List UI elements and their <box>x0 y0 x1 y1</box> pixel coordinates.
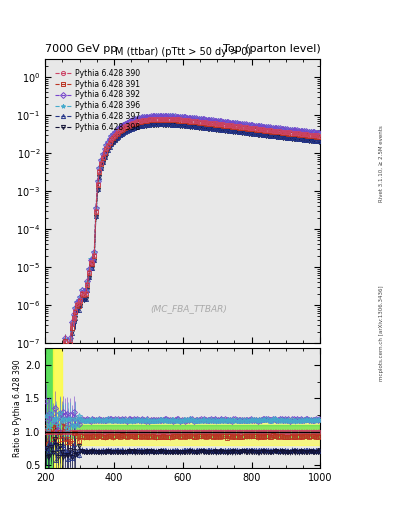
Text: (MC_FBA_TTBAR): (MC_FBA_TTBAR) <box>150 305 227 313</box>
Title: M (ttbar) (pTtt > 50 dy > 0): M (ttbar) (pTtt > 50 dy > 0) <box>115 47 251 57</box>
Legend: Pythia 6.428 390, Pythia 6.428 391, Pythia 6.428 392, Pythia 6.428 396, Pythia 6: Pythia 6.428 390, Pythia 6.428 391, Pyth… <box>52 66 143 135</box>
Text: Top (parton level): Top (parton level) <box>222 44 320 54</box>
Bar <box>45 418 320 445</box>
Y-axis label: Ratio to Pythia 6.428 390: Ratio to Pythia 6.428 390 <box>13 359 22 457</box>
Bar <box>45 348 53 468</box>
Bar <box>45 425 320 438</box>
Text: Rivet 3.1.10, ≥ 2.5M events: Rivet 3.1.10, ≥ 2.5M events <box>379 125 384 202</box>
Text: 7000 GeV pp: 7000 GeV pp <box>45 44 118 54</box>
Text: mcplots.cern.ch [arXiv:1306.3436]: mcplots.cern.ch [arXiv:1306.3436] <box>379 285 384 380</box>
Bar <box>53 348 62 468</box>
